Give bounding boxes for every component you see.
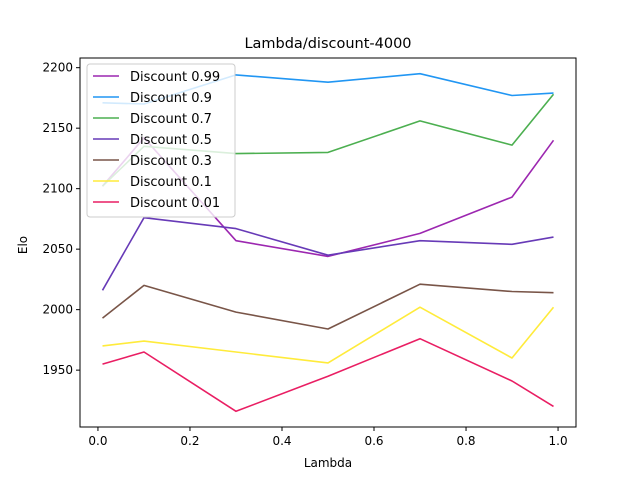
x-tick-label: 0.2 xyxy=(180,434,199,448)
legend-box xyxy=(86,63,236,218)
y-tick-label: 2000 xyxy=(42,303,73,317)
y-axis: 1950 2000 2050 2100 2150 2200 xyxy=(42,61,80,377)
y-tick-label: 1950 xyxy=(42,363,73,377)
legend-label: Discount 0.9 xyxy=(130,91,212,106)
x-axis-label: Lambda xyxy=(304,456,352,470)
chart-title: Lambda/discount-4000 xyxy=(244,36,411,52)
legend-label: Discount 0.1 xyxy=(130,175,212,190)
series-line-5 xyxy=(102,306,555,364)
series-line-6 xyxy=(102,337,554,413)
x-tick-label: 0.0 xyxy=(88,434,107,448)
plot-frame xyxy=(79,57,577,428)
x-axis: 0.0 0.2 0.4 0.6 0.8 1.0 xyxy=(88,427,568,448)
legend-label: Discount 0.5 xyxy=(130,133,212,148)
series-line-3 xyxy=(101,216,554,291)
x-tick-label: 1.0 xyxy=(549,434,568,448)
legend-label: Discount 0.7 xyxy=(130,112,212,127)
legend-label: Discount 0.99 xyxy=(130,70,220,85)
y-tick-label: 2050 xyxy=(42,242,73,256)
x-tick-label: 0.6 xyxy=(364,434,383,448)
legend-label: Discount 0.01 xyxy=(130,196,220,211)
y-tick-label: 2100 xyxy=(42,182,73,196)
x-tick-label: 0.8 xyxy=(456,434,475,448)
series-line-4 xyxy=(102,283,554,330)
y-axis-label: Elo xyxy=(16,236,30,254)
x-tick-label: 0.4 xyxy=(272,434,291,448)
y-tick-label: 2200 xyxy=(42,61,73,75)
legend: Discount 0.99 Discount 0.9 Discount 0.7 Dis… xyxy=(86,63,236,218)
legend-label: Discount 0.3 xyxy=(130,154,212,169)
y-tick-label: 2150 xyxy=(42,121,73,135)
